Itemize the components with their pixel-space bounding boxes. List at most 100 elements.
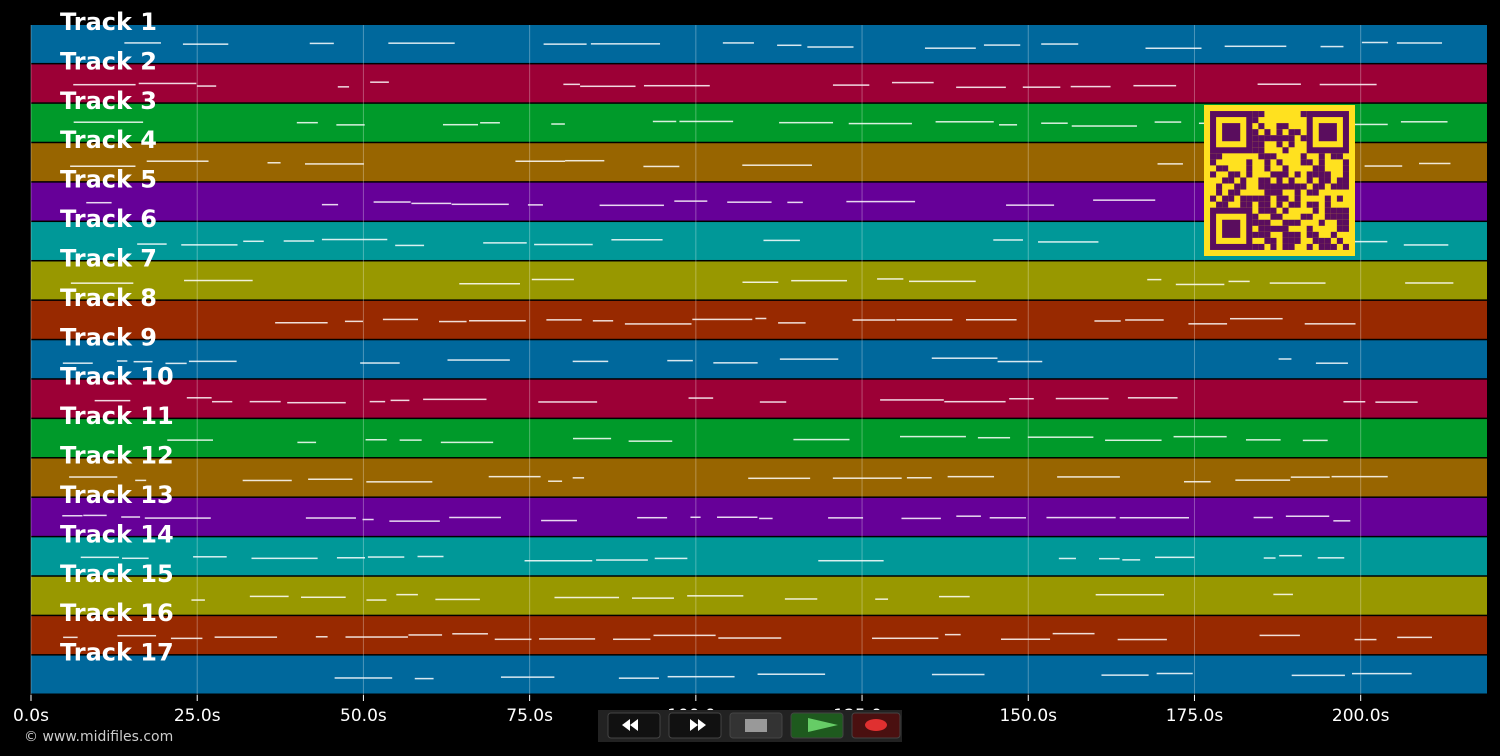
note bbox=[534, 243, 593, 246]
note bbox=[1328, 123, 1388, 126]
note bbox=[779, 121, 834, 124]
note bbox=[554, 596, 620, 599]
note bbox=[713, 362, 758, 364]
note bbox=[196, 85, 217, 87]
note bbox=[1397, 636, 1432, 639]
note bbox=[242, 479, 292, 482]
note bbox=[1317, 557, 1345, 559]
note bbox=[1058, 557, 1076, 560]
note bbox=[212, 400, 233, 403]
note bbox=[1263, 557, 1276, 559]
record-button[interactable] bbox=[851, 712, 901, 739]
note bbox=[875, 598, 889, 600]
note bbox=[1228, 280, 1250, 283]
note bbox=[653, 634, 716, 637]
note bbox=[643, 165, 680, 168]
note bbox=[548, 480, 563, 482]
note bbox=[1354, 638, 1377, 641]
note bbox=[755, 317, 767, 320]
note bbox=[1173, 435, 1227, 438]
note bbox=[624, 323, 692, 325]
note bbox=[742, 164, 812, 166]
note bbox=[63, 636, 78, 639]
track-label: Track 12 bbox=[60, 442, 174, 470]
note bbox=[727, 201, 772, 203]
track-row bbox=[31, 616, 1487, 655]
note bbox=[305, 163, 364, 165]
track-row bbox=[31, 25, 1487, 63]
note bbox=[628, 440, 673, 442]
track-row bbox=[31, 497, 1487, 536]
note bbox=[1122, 559, 1141, 561]
note bbox=[543, 43, 587, 45]
note bbox=[818, 559, 884, 562]
note bbox=[249, 595, 289, 598]
note bbox=[692, 318, 753, 321]
track-row bbox=[31, 458, 1487, 497]
note bbox=[366, 481, 433, 483]
note bbox=[793, 438, 850, 441]
x-tick-label: 175.0s bbox=[1166, 706, 1224, 726]
note bbox=[301, 596, 346, 599]
note bbox=[370, 81, 389, 83]
note bbox=[1105, 439, 1162, 442]
note bbox=[637, 516, 668, 519]
note bbox=[1302, 439, 1328, 442]
note bbox=[116, 360, 128, 362]
note bbox=[336, 557, 365, 559]
note bbox=[832, 477, 902, 479]
note bbox=[1188, 323, 1228, 325]
note bbox=[1331, 475, 1388, 478]
note bbox=[832, 84, 870, 86]
note bbox=[1156, 672, 1193, 675]
note bbox=[935, 121, 994, 123]
track-row bbox=[31, 64, 1487, 103]
note bbox=[924, 47, 976, 49]
note bbox=[1070, 85, 1111, 88]
note bbox=[442, 123, 478, 126]
note bbox=[483, 242, 527, 244]
note bbox=[1352, 672, 1412, 675]
note bbox=[388, 42, 455, 44]
note bbox=[1400, 121, 1448, 123]
note bbox=[170, 637, 203, 640]
note bbox=[165, 362, 187, 365]
note bbox=[778, 322, 806, 324]
track-label: Track 3 bbox=[60, 87, 157, 115]
note bbox=[1290, 476, 1330, 478]
track-row bbox=[31, 340, 1487, 379]
note bbox=[83, 514, 107, 517]
note bbox=[690, 516, 701, 519]
track-label: Track 17 bbox=[60, 639, 174, 667]
note bbox=[440, 441, 494, 444]
note bbox=[1245, 439, 1281, 441]
x-tick-label: 200.0s bbox=[1332, 706, 1390, 726]
note bbox=[414, 677, 434, 680]
note bbox=[366, 599, 387, 601]
note bbox=[423, 398, 487, 401]
note bbox=[1315, 362, 1348, 364]
note bbox=[1319, 83, 1377, 86]
note bbox=[631, 597, 674, 599]
note bbox=[718, 637, 782, 639]
note bbox=[146, 160, 209, 162]
track-label: Track 16 bbox=[60, 599, 174, 627]
note bbox=[80, 556, 119, 559]
note bbox=[411, 202, 452, 205]
note bbox=[373, 201, 411, 203]
note bbox=[931, 673, 985, 676]
track-row bbox=[31, 537, 1487, 576]
note bbox=[69, 476, 118, 478]
stop-button[interactable] bbox=[729, 712, 783, 739]
note bbox=[167, 439, 213, 441]
play-button[interactable] bbox=[790, 712, 844, 739]
rewind-button[interactable] bbox=[607, 712, 661, 739]
note bbox=[344, 320, 363, 323]
note bbox=[667, 675, 735, 678]
track-label: Track 9 bbox=[60, 323, 157, 351]
forward-button[interactable] bbox=[668, 712, 722, 739]
x-tick-label: 0.0s bbox=[13, 706, 49, 726]
note bbox=[848, 122, 912, 125]
